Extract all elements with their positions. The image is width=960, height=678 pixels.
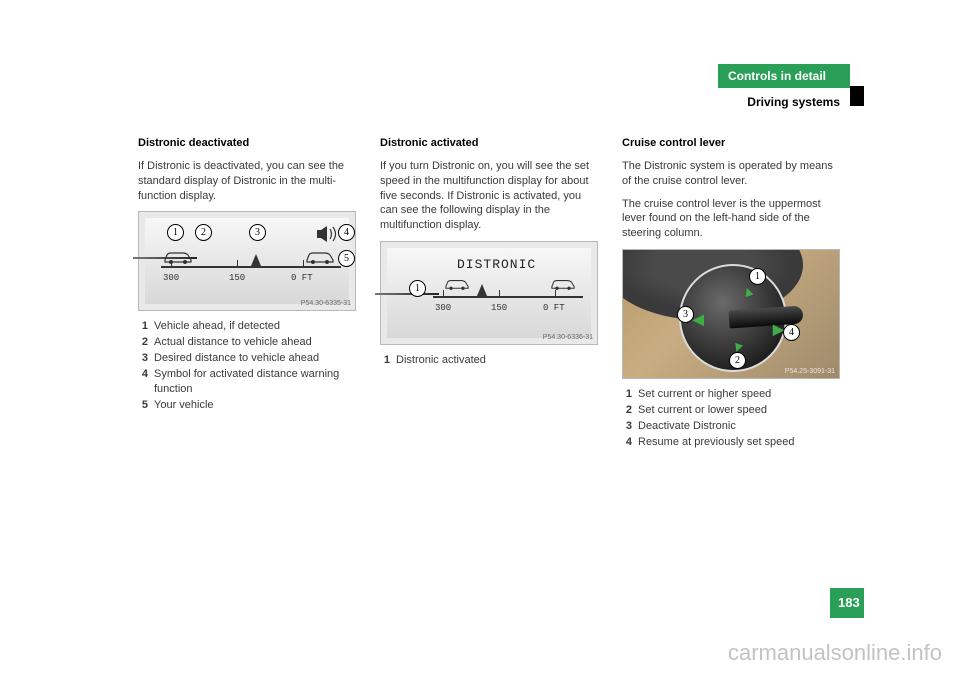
- callout-4: 4: [338, 224, 355, 241]
- column-distronic-activated: Distronic activated If you turn Distroni…: [380, 136, 598, 450]
- scale-0: 0 FT: [291, 272, 313, 284]
- marker-icon: [477, 284, 487, 296]
- car-ahead-icon: [163, 250, 193, 264]
- section-tab-driving: Driving systems: [718, 90, 850, 112]
- distronic-label: DISTRONIC: [457, 256, 536, 274]
- figure-deactivated-display: 1 2 3 4 5: [138, 211, 356, 311]
- car-ahead-icon: [443, 278, 471, 290]
- callout-4: 4: [783, 324, 800, 341]
- callout-5: 5: [338, 250, 355, 267]
- lever-zoom: ▲ ▼ ◀ ▶ 1 2 3 4: [679, 264, 799, 364]
- column-cruise-lever: Cruise control lever The Distronic syste…: [622, 136, 840, 450]
- para-deactivated: If Distronic is deactivated, you can see…: [138, 159, 356, 204]
- figure-activated-display: 1 DISTRONIC: [380, 241, 598, 345]
- scale-300: 300: [435, 302, 451, 314]
- car-own-icon: [549, 278, 577, 290]
- scale-150: 150: [229, 272, 245, 284]
- page-header: Controls in detail Driving systems: [718, 64, 850, 112]
- para-cruise-1: The Distronic system is operated by mean…: [622, 159, 840, 189]
- legend-deactivated: 1Vehicle ahead, if detected 2Actual dist…: [138, 319, 356, 412]
- legend-cruise: 1Set current or higher speed 2Set curren…: [622, 387, 840, 449]
- manual-page: Controls in detail Driving systems Distr…: [0, 0, 960, 678]
- content-columns: Distronic deactivated If Distronic is de…: [138, 136, 840, 450]
- car-own-icon: [305, 250, 335, 264]
- watermark: carmanualsonline.info: [728, 638, 942, 668]
- section-tab-controls: Controls in detail: [718, 64, 850, 88]
- figure-cruise-lever: ▲ ▼ ◀ ▶ 1 2 3 4 P54.25-3091-31: [622, 249, 840, 379]
- scale-150: 150: [491, 302, 507, 314]
- distance-scale: [161, 266, 341, 268]
- figure-code: P54.30-6335-31: [301, 299, 351, 308]
- scale-300: 300: [163, 272, 179, 284]
- figure-code: P54.30-6336-31: [543, 333, 593, 342]
- para-cruise-2: The cruise control lever is the uppermos…: [622, 197, 840, 242]
- callout-2: 2: [195, 224, 212, 241]
- distance-scale: [433, 296, 583, 298]
- arrow-right-icon: ▶: [773, 320, 784, 339]
- heading-deactivated: Distronic deactivated: [138, 136, 356, 151]
- callout-1: 1: [167, 224, 184, 241]
- heading-cruise-lever: Cruise control lever: [622, 136, 840, 151]
- scale-0: 0 FT: [543, 302, 565, 314]
- callout-1: 1: [409, 280, 426, 297]
- sound-icon: [317, 226, 339, 242]
- edge-tab: [850, 86, 864, 106]
- legend-activated: 1Distronic activated: [380, 353, 598, 368]
- callout-3: 3: [249, 224, 266, 241]
- page-number: 183: [830, 588, 864, 618]
- marker-icon: [251, 254, 261, 266]
- para-activated: If you turn Distronic on, you will see t…: [380, 159, 598, 233]
- arrow-left-icon: ◀: [693, 310, 704, 329]
- column-distronic-deactivated: Distronic deactivated If Distronic is de…: [138, 136, 356, 450]
- callout-1: 1: [749, 268, 766, 285]
- heading-activated: Distronic activated: [380, 136, 598, 151]
- callout-3: 3: [677, 306, 694, 323]
- figure-code: P54.25-3091-31: [785, 367, 835, 376]
- callout-2: 2: [729, 352, 746, 369]
